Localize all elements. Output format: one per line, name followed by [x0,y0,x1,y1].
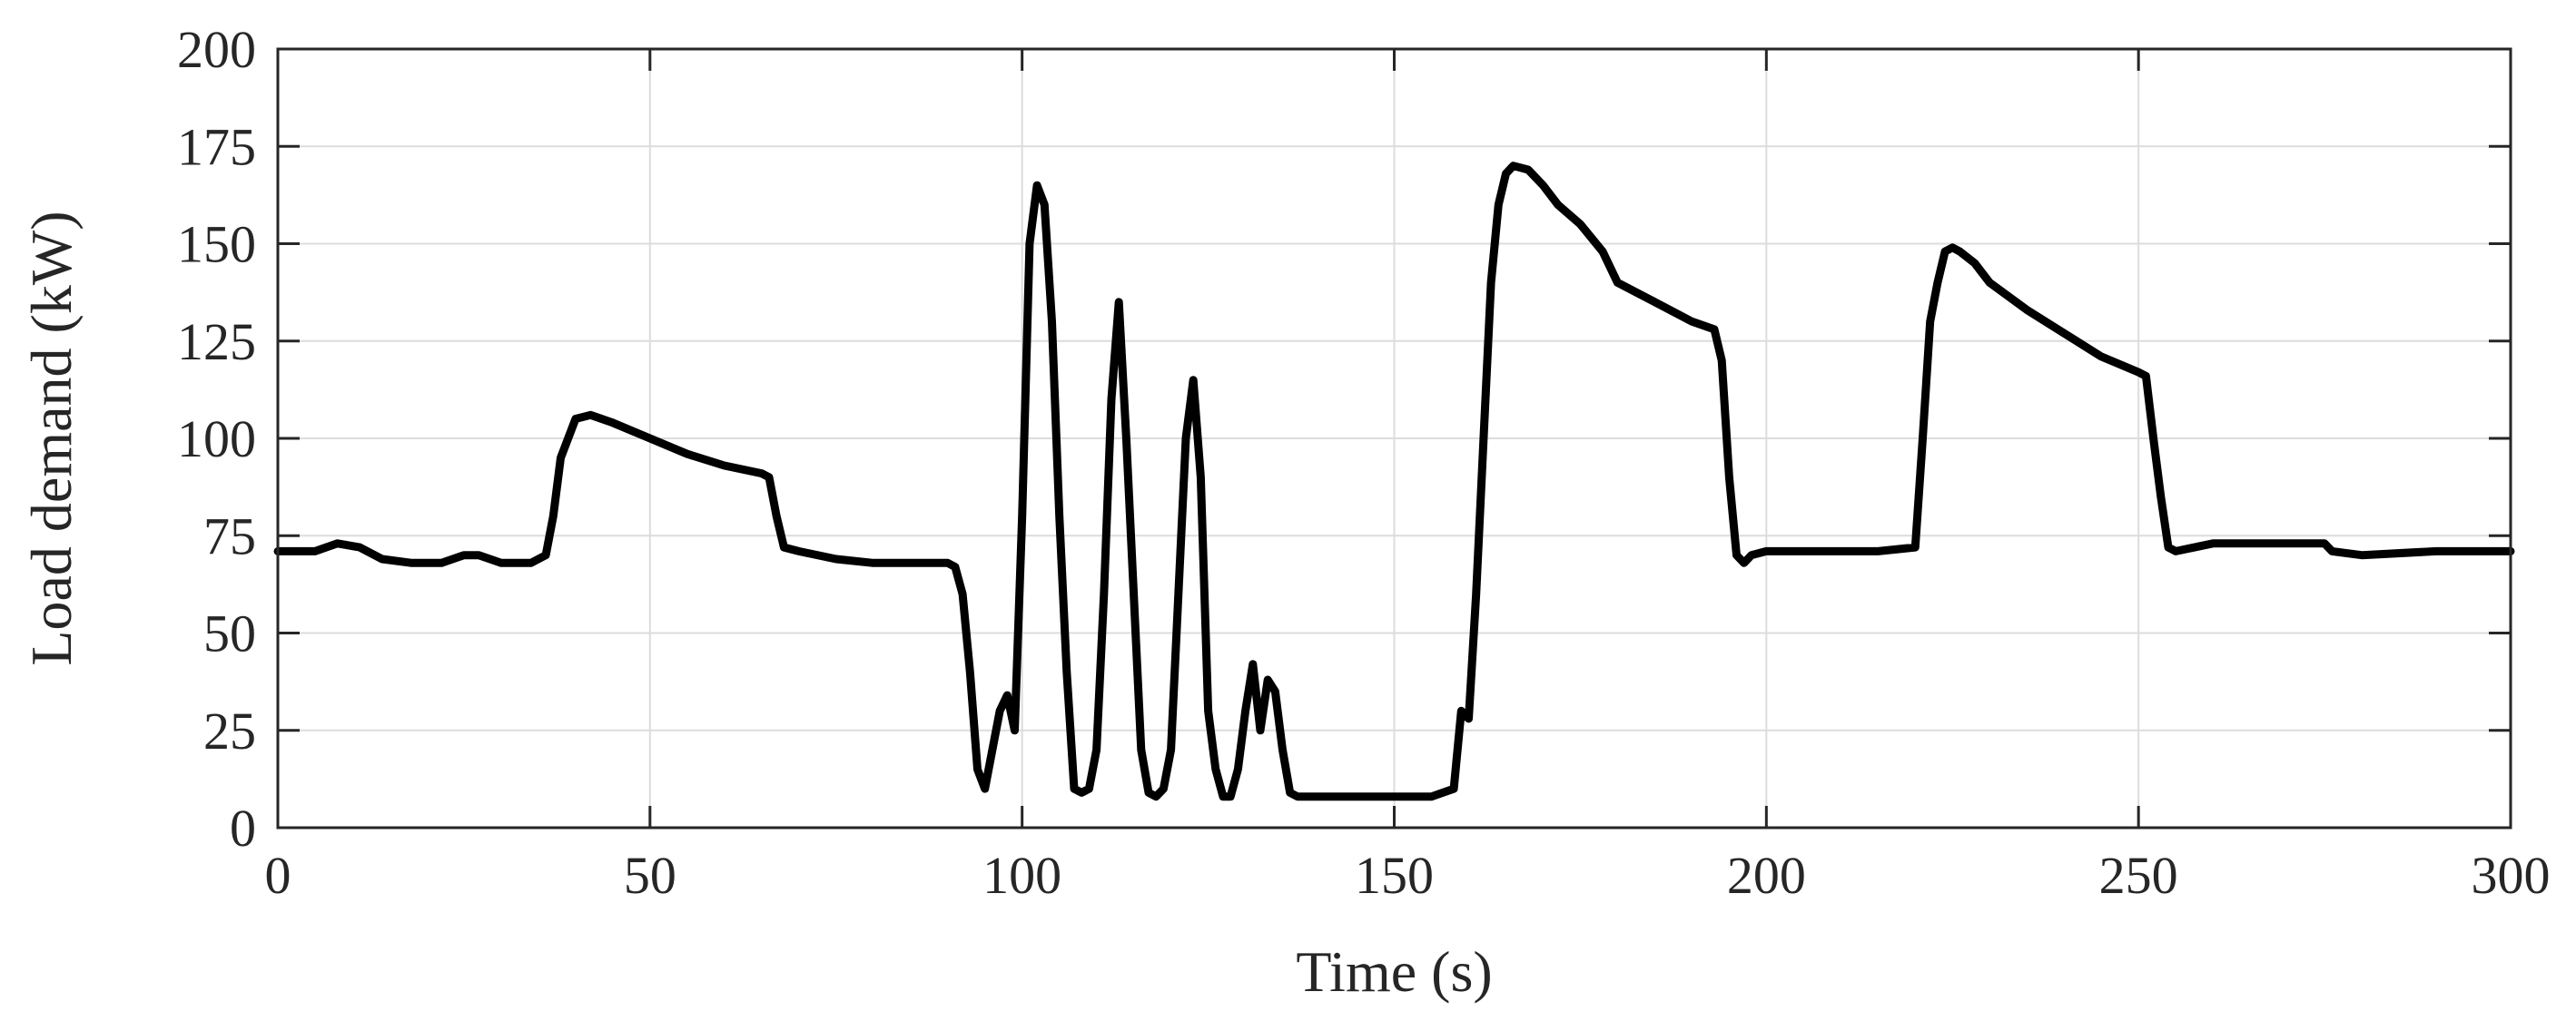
x-axis-title: Time (s) [1296,939,1492,1004]
grid-lines [278,49,2511,828]
x-tick-label: 0 [265,846,291,905]
x-tick-label: 200 [1727,846,1806,905]
x-tick-label: 100 [982,846,1061,905]
y-tick-label: 0 [230,799,256,858]
y-tick-label: 200 [177,20,256,79]
y-tick-label: 125 [177,312,256,371]
y-tick-label: 75 [203,506,256,565]
x-tick-label: 300 [2472,846,2551,905]
y-tick-label: 50 [203,604,256,663]
y-tick-label: 25 [203,702,256,761]
data-line-layer [273,162,2515,801]
y-tick-label: 150 [177,215,256,274]
load-demand-series-line [273,162,2515,801]
axis-ticks: 0 50 100 150 200 250 300 0 25 50 75 100 125 150 175 200 [177,20,2551,905]
x-tick-label: 250 [2099,846,2178,905]
y-axis-title: Load demand (kW) [19,211,84,665]
x-tick-label: 150 [1355,846,1434,905]
y-tick-label: 100 [177,409,256,468]
x-tick-label: 50 [624,846,676,905]
y-tick-label: 175 [177,117,256,176]
